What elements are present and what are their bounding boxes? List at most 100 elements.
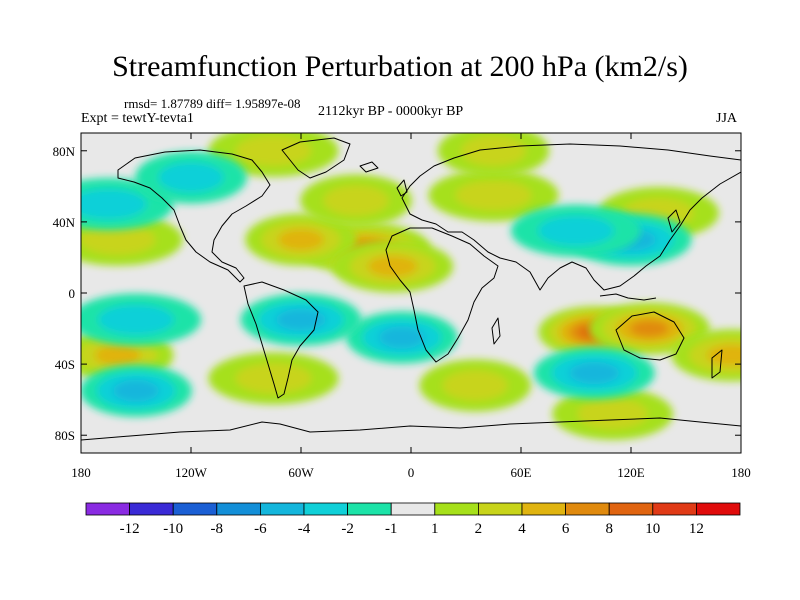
anomaly-center xyxy=(419,359,531,412)
colorbar-swatch xyxy=(696,502,741,516)
colorbar-label: -8 xyxy=(211,521,224,537)
anomaly-center xyxy=(135,151,247,204)
anomaly-contour xyxy=(323,185,389,216)
colorbar-label: -2 xyxy=(341,521,354,537)
coastline-europe-asia xyxy=(401,143,741,291)
anomaly-contour xyxy=(630,320,669,337)
anomaly-center xyxy=(428,169,559,222)
y-axis: 80N 40N 0 40S 80S xyxy=(53,144,741,443)
anomaly-center xyxy=(588,302,710,355)
anomaly-center xyxy=(240,293,362,346)
colorbar-label: 2 xyxy=(475,521,483,537)
experiment-label: Expt = tewtY-tevta1 xyxy=(81,111,194,126)
colorbar-swatch xyxy=(303,502,348,516)
coastline-antarctica xyxy=(81,417,741,441)
colorbar-swatch xyxy=(565,502,610,516)
colorbar-swatch xyxy=(608,502,654,516)
anomaly-contour xyxy=(81,188,147,220)
colorbar-swatch xyxy=(85,502,130,516)
anomaly-contour xyxy=(278,228,324,251)
colorbar-label: 12 xyxy=(689,521,704,537)
colorbar-swatch xyxy=(521,502,566,516)
anomaly-center xyxy=(81,293,202,346)
coastline-iceland xyxy=(359,161,379,173)
anomaly-contour xyxy=(460,135,527,166)
y-tick-label: 40S xyxy=(55,357,75,372)
y-tick-label: 80N xyxy=(53,144,76,159)
colorbar-swatch xyxy=(434,502,479,516)
y-tick-label: 40N xyxy=(53,215,76,230)
anomaly-contour xyxy=(235,135,312,166)
anomaly-contour xyxy=(98,304,174,335)
anomaly-center xyxy=(552,387,674,440)
anomaly-center xyxy=(300,174,412,227)
anomaly-contour xyxy=(367,255,418,278)
colorbar-swatch xyxy=(477,502,523,516)
colorbar-swatch xyxy=(216,502,261,516)
anomaly-center xyxy=(245,213,357,266)
period-label: 2112kyr BP - 0000kyr BP xyxy=(318,104,464,119)
anomaly-center xyxy=(208,352,339,405)
colorbar-label: 4 xyxy=(518,521,526,537)
y-tick-label: 0 xyxy=(69,286,76,301)
colorbar-label: 8 xyxy=(605,521,613,537)
anomaly-contour xyxy=(235,363,312,394)
coastline-madagascar xyxy=(491,317,501,345)
x-tick-label: 60W xyxy=(288,465,314,480)
anomaly-center xyxy=(510,204,642,257)
chart-title: Streamfunction Perturbation at 200 hPa (… xyxy=(112,50,688,83)
colorbar-label: 6 xyxy=(562,521,570,537)
anomaly-center xyxy=(208,133,339,177)
anomaly-contour xyxy=(113,380,159,402)
coastlines xyxy=(81,137,741,441)
coastline-british-isles xyxy=(396,179,408,197)
x-tick-label: 180 xyxy=(71,465,91,480)
coastline-new-zealand xyxy=(711,349,723,379)
colorbar-swatch xyxy=(259,502,305,516)
colorbar-label: -6 xyxy=(254,521,267,537)
x-tick-label: 60E xyxy=(511,465,532,480)
y-tick-label: 80S xyxy=(55,428,75,443)
colorbar-swatch xyxy=(129,502,174,516)
anomaly-contour xyxy=(569,362,620,384)
anomaly-center xyxy=(346,311,458,364)
anomaly-field xyxy=(81,133,741,440)
colorbar-label: 1 xyxy=(431,521,439,537)
coastline-africa xyxy=(385,227,499,363)
anomaly-contour xyxy=(577,398,648,430)
x-tick-label: 120W xyxy=(175,465,208,480)
colorbar-label: 10 xyxy=(645,521,660,537)
colorbar-swatch xyxy=(347,502,392,516)
anomaly-contour xyxy=(276,308,326,331)
colorbar-swatch xyxy=(172,502,218,516)
anomaly-center xyxy=(332,240,454,293)
anomaly-contour xyxy=(94,344,141,366)
anomaly-contour xyxy=(706,344,741,366)
colorbar-label: -4 xyxy=(298,521,311,537)
x-axis: 180 120W 60W 0 60E 120E 180 xyxy=(71,133,751,480)
stats-label: rmsd= 1.87789 diff= 1.95897e-08 xyxy=(124,96,301,111)
coastline-north-america xyxy=(117,149,271,283)
colorbar-label: -10 xyxy=(163,521,183,537)
season-label: JJA xyxy=(716,111,738,126)
coastline-south-america xyxy=(243,281,319,399)
colorbar-label: -1 xyxy=(385,521,398,537)
colorbar-swatch xyxy=(390,502,436,516)
coastline-australia xyxy=(615,311,685,361)
anomaly-contour xyxy=(81,224,156,255)
anomaly-center xyxy=(437,133,550,177)
colorbar-label: -12 xyxy=(120,521,140,537)
anomaly-contour xyxy=(455,180,532,211)
anomaly-contour xyxy=(378,326,425,349)
x-tick-label: 120E xyxy=(617,465,645,480)
anomaly-contour xyxy=(158,162,224,193)
anomaly-contour xyxy=(538,215,614,246)
x-tick-label: 180 xyxy=(731,465,751,480)
colorbar-swatch xyxy=(652,502,697,516)
coastline-japan xyxy=(667,209,681,233)
coastline-indonesia xyxy=(599,293,657,301)
anomaly-center xyxy=(671,329,741,382)
anomaly-contour xyxy=(442,370,508,401)
anomaly-center xyxy=(533,347,655,399)
